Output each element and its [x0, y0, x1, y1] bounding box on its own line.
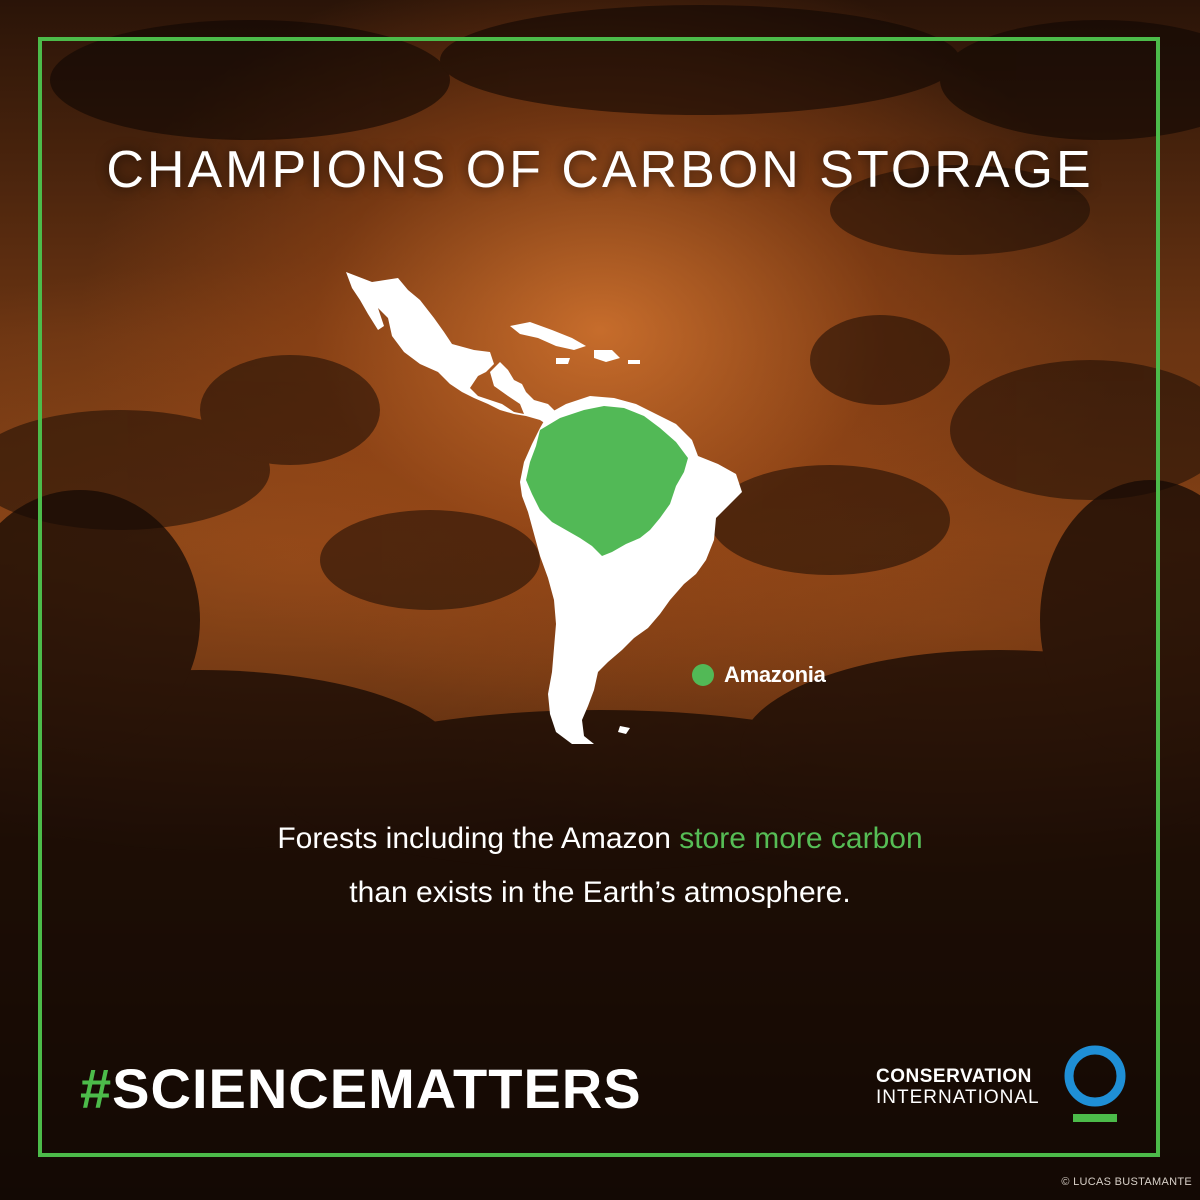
puerto-rico-shape: [628, 360, 640, 364]
cuba-shape: [510, 322, 586, 350]
hashtag-symbol: #: [80, 1057, 113, 1120]
tierra-del-fuego-shape: [618, 726, 630, 734]
green-frame: [38, 37, 1160, 1157]
photo-credit: © LUCAS BUSTAMANTE: [1061, 1176, 1192, 1188]
organization-name: CONSERVATION INTERNATIONAL: [876, 1066, 1040, 1108]
body-text-before: Forests including the Amazon: [277, 822, 680, 855]
mexico-central-america-shape: [346, 272, 560, 428]
body-text-highlight: store more carbon: [679, 822, 923, 855]
page-title: CHAMPIONS OF CARBON STORAGE: [106, 141, 1094, 199]
hispaniola-shape: [594, 350, 620, 362]
organization-name-line1: CONSERVATION: [876, 1066, 1032, 1087]
jamaica-shape: [556, 358, 570, 364]
organization-name-line2: INTERNATIONAL: [876, 1087, 1040, 1108]
body-text: Forests including the Amazon store more …: [0, 812, 1200, 920]
conservation-international-logo-icon: [1064, 1045, 1126, 1122]
amazonia-region: [526, 406, 688, 556]
hashtag: #SCIENCEMATTERS: [80, 1056, 642, 1121]
map-legend: Amazonia: [692, 662, 826, 688]
body-text-after: than exists in the Earth’s atmosphere.: [349, 876, 851, 909]
legend-label: Amazonia: [724, 662, 826, 687]
hashtag-text: SCIENCEMATTERS: [112, 1057, 642, 1120]
legend-dot-icon: [692, 664, 714, 686]
